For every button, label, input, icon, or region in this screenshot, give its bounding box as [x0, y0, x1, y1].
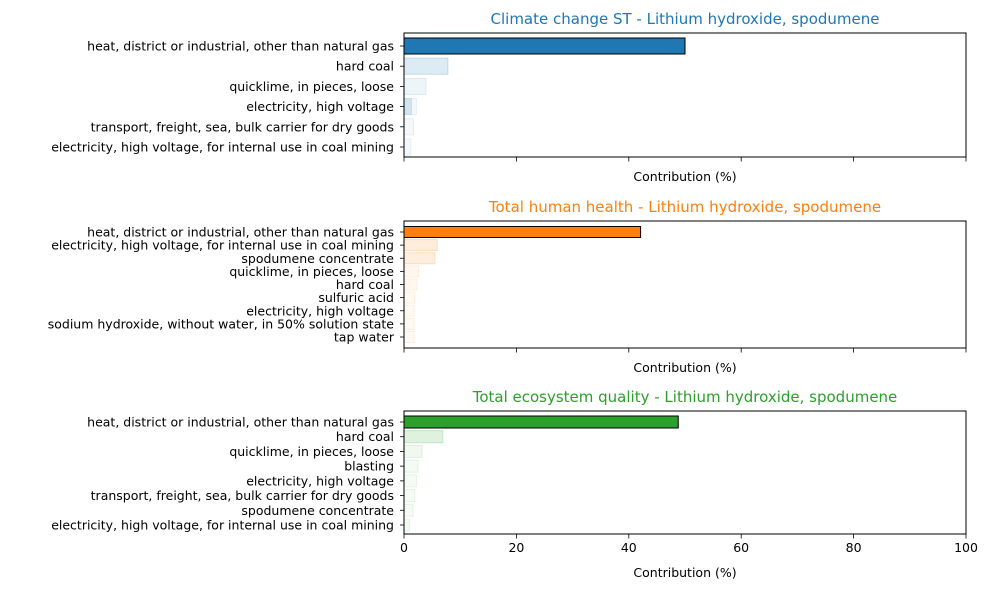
- category-label: hard coal: [336, 277, 394, 292]
- bar: [403, 265, 420, 278]
- category-label: quicklime, in pieces, loose: [229, 264, 394, 279]
- x-tick-label: 80: [846, 540, 862, 555]
- bar: [403, 415, 679, 429]
- x-axis-label: Contribution (%): [633, 169, 736, 184]
- bar: [403, 489, 416, 503]
- x-axis-label: Contribution (%): [633, 565, 736, 580]
- x-tick-label: 20: [508, 540, 524, 555]
- category-label: heat, district or industrial, other than…: [87, 39, 394, 54]
- category-label: quicklime, in pieces, loose: [229, 79, 394, 94]
- bar: [403, 226, 642, 238]
- bar: [403, 239, 438, 252]
- category-label: transport, freight, sea, bulk carrier fo…: [91, 119, 394, 134]
- category-label: hard coal: [336, 59, 394, 74]
- bar: [403, 37, 686, 55]
- category-label: spodumene concentrate: [241, 503, 394, 518]
- x-tick-label: 60: [733, 540, 749, 555]
- bar: [403, 430, 444, 444]
- chart-title: Total human health - Lithium hydroxide, …: [488, 198, 881, 216]
- bar: [403, 252, 436, 265]
- category-label: electricity, high voltage: [246, 99, 394, 114]
- chart-title: Total ecosystem quality - Lithium hydrox…: [472, 388, 898, 406]
- bar: [403, 331, 415, 343]
- category-label: transport, freight, sea, bulk carrier fo…: [91, 488, 394, 503]
- category-label: sodium hydroxide, without water, in 50% …: [48, 316, 395, 331]
- category-label: sulfuric acid: [318, 290, 394, 305]
- category-label: heat, district or industrial, other than…: [87, 415, 394, 430]
- bar: [403, 57, 449, 75]
- x-tick-label: 100: [954, 540, 978, 555]
- category-label: quicklime, in pieces, loose: [229, 444, 394, 459]
- bar: [403, 444, 423, 458]
- bar: [403, 77, 427, 95]
- category-label: blasting: [344, 459, 394, 474]
- plot-frame: [403, 220, 967, 349]
- x-axis-label: Contribution (%): [633, 360, 736, 375]
- bar: [403, 503, 414, 517]
- bar: [403, 304, 415, 317]
- plot-frame: [403, 32, 967, 158]
- category-label: electricity, high voltage, for internal …: [51, 238, 394, 253]
- bar: [403, 278, 418, 291]
- x-tick-label: 40: [621, 540, 637, 555]
- bar: [403, 474, 417, 488]
- x-tick-label: 0: [400, 540, 408, 555]
- bar: [403, 518, 411, 532]
- category-label: tap water: [334, 330, 395, 345]
- category-label: electricity, high voltage: [246, 473, 394, 488]
- category-label: hard coal: [336, 429, 394, 444]
- category-label: spodumene concentrate: [241, 251, 394, 266]
- category-label: heat, district or industrial, other than…: [87, 225, 394, 240]
- plot-frame: [403, 410, 967, 535]
- category-label: electricity, high voltage: [246, 303, 394, 318]
- bar: [403, 138, 412, 156]
- category-label: electricity, high voltage, for internal …: [51, 518, 394, 533]
- bar: [403, 459, 419, 473]
- bar: [403, 291, 416, 304]
- category-label: electricity, high voltage, for internal …: [51, 140, 394, 155]
- bar: [403, 118, 415, 136]
- chart-title: Climate change ST - Lithium hydroxide, s…: [491, 10, 880, 28]
- bar-overlay: [403, 98, 412, 116]
- bar: [403, 317, 415, 330]
